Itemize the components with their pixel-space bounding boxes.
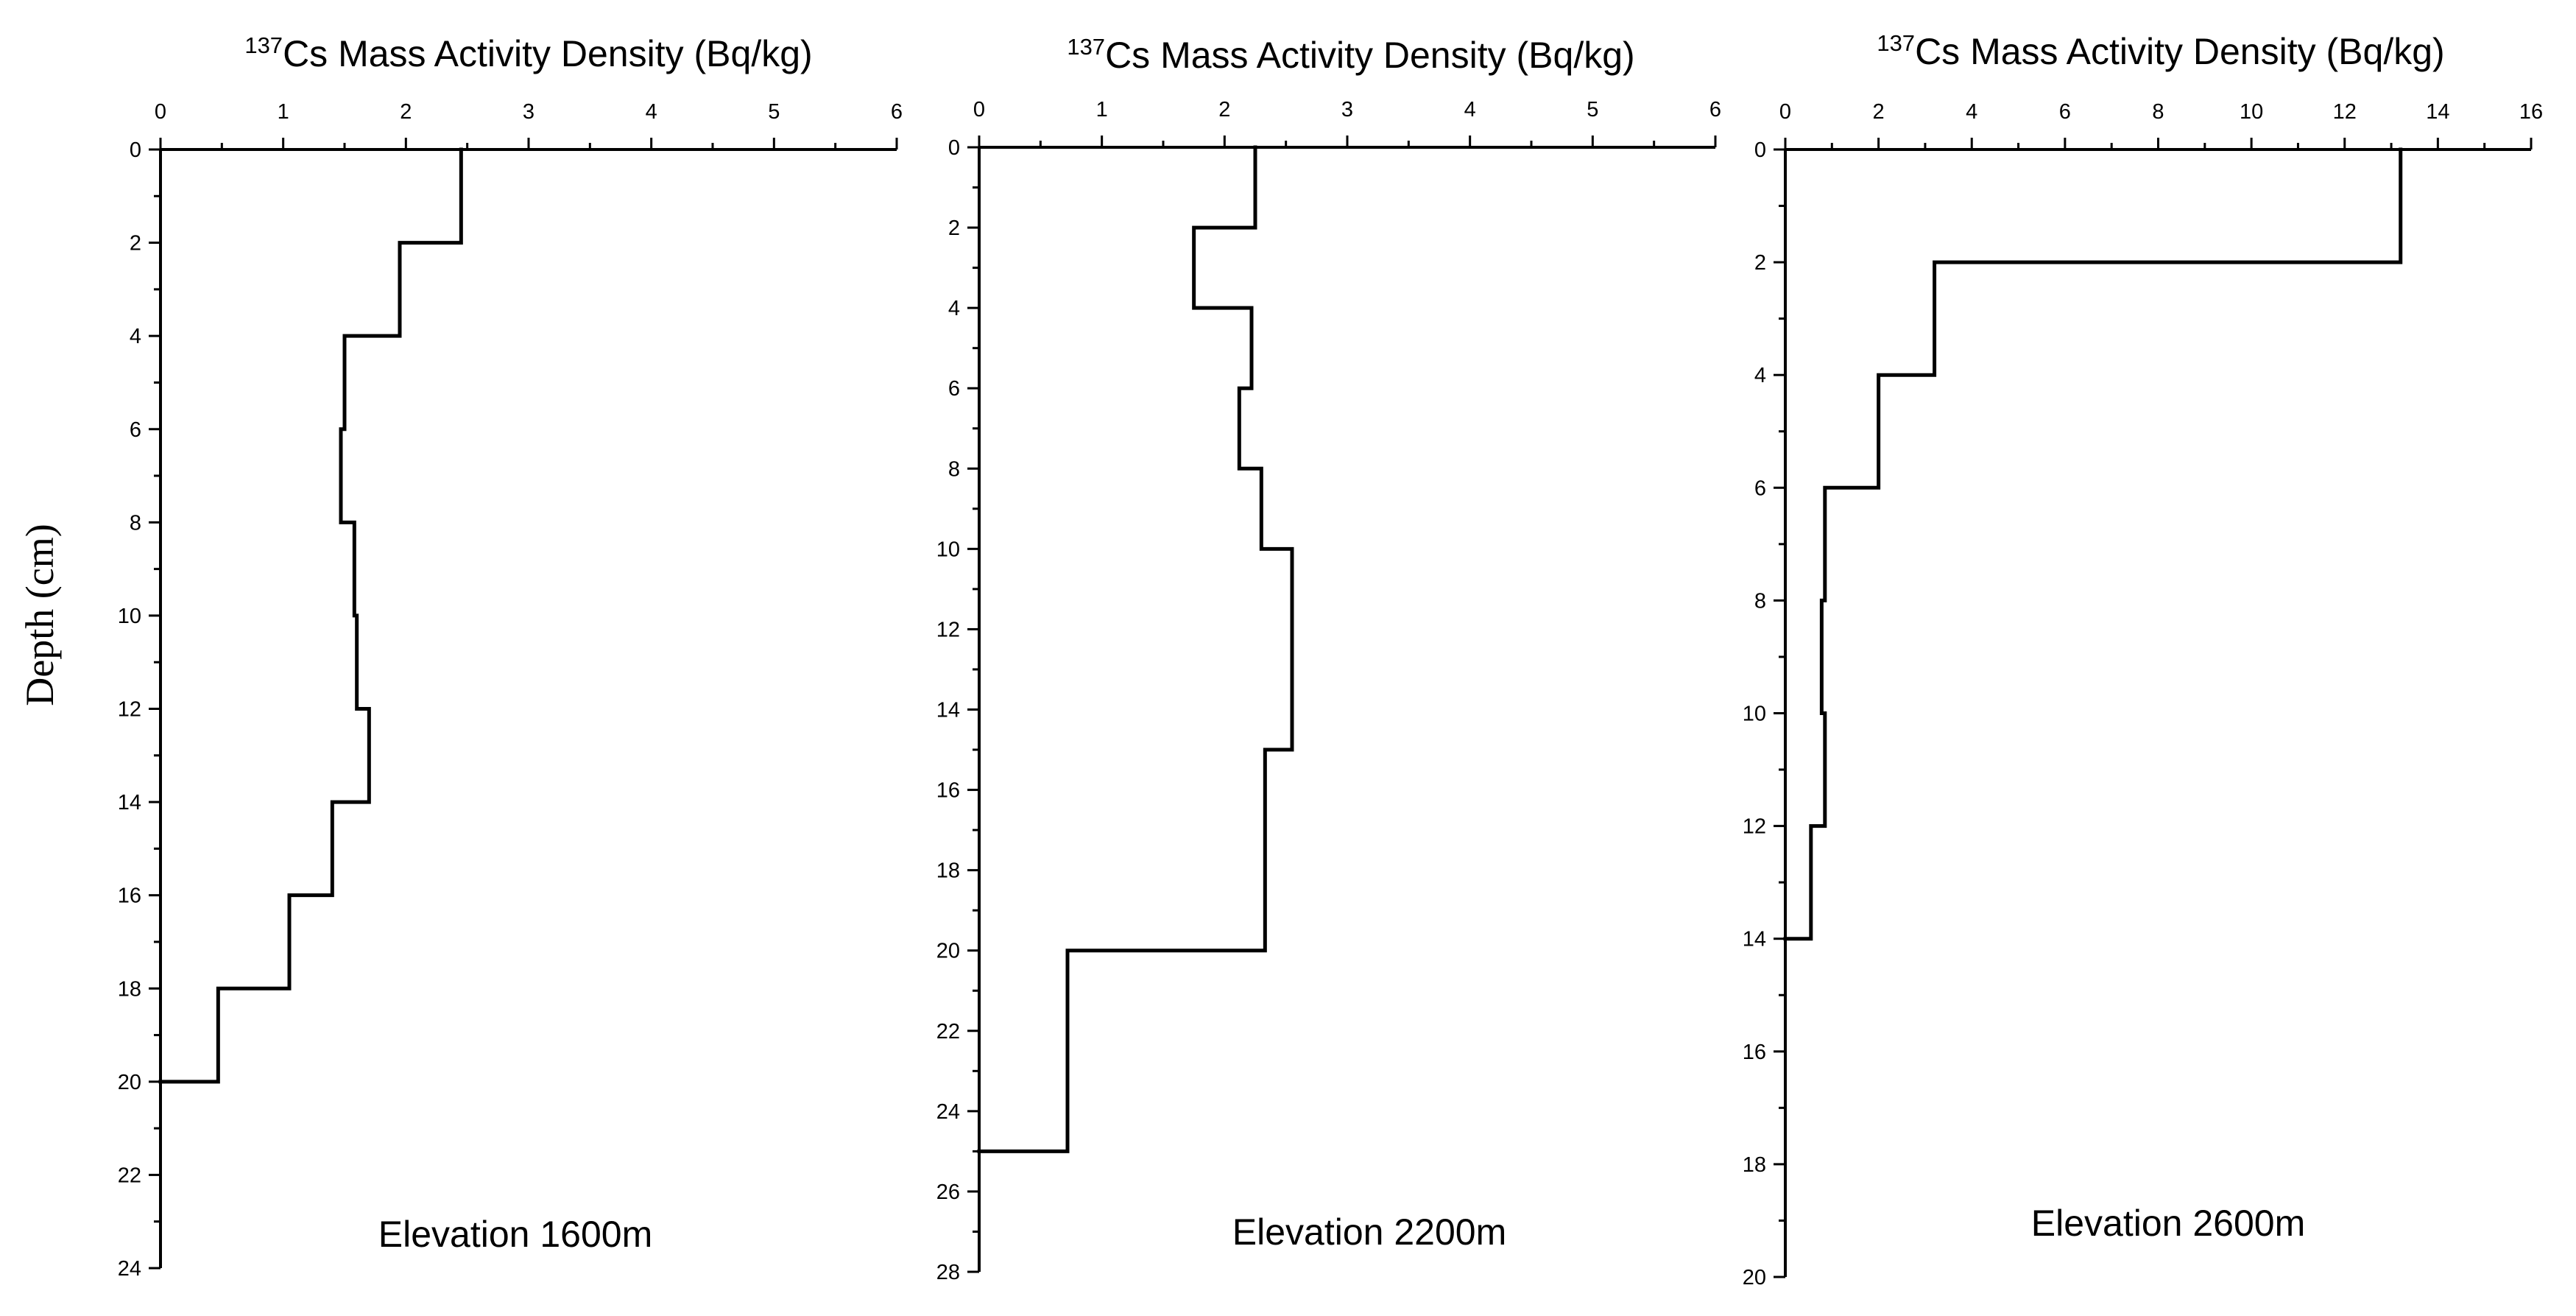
y-tick-label: 2 [948, 217, 960, 240]
title-main: Cs Mass Activity Density (Bq/kg) [1915, 31, 2445, 72]
y-tick-label: 28 [936, 1261, 960, 1284]
y-tick-label: 6 [1754, 476, 1766, 500]
y-tick-label: 12 [936, 618, 960, 641]
y-tick-label: 22 [118, 1164, 141, 1187]
x-tick-label: 0 [155, 100, 166, 124]
y-tick-label: 18 [1743, 1153, 1766, 1177]
y-tick-label: 12 [1743, 815, 1766, 839]
title-main: Cs Mass Activity Density (Bq/kg) [1105, 35, 1635, 76]
y-tick-label: 6 [130, 418, 141, 442]
panel-title: 137Cs Mass Activity Density (Bq/kg) [1877, 30, 2444, 72]
title-superscript: 137 [244, 32, 283, 58]
y-tick-label: 10 [118, 605, 141, 628]
y-tick-label: 26 [936, 1180, 960, 1204]
y-tick-label: 10 [1743, 703, 1766, 726]
x-tick-label: 12 [2333, 100, 2357, 124]
y-tick-label: 16 [1743, 1041, 1766, 1064]
y-tick-label: 2 [1754, 251, 1766, 275]
x-tick-label: 4 [1464, 98, 1476, 122]
activity-step-profile [158, 147, 463, 1084]
y-tick-label: 14 [1743, 928, 1766, 951]
activity-step-profile [977, 145, 1294, 1153]
x-tick-label: 3 [523, 100, 534, 124]
y-tick-label: 16 [118, 884, 141, 908]
x-tick-label: 1 [1096, 98, 1108, 122]
title-main: Cs Mass Activity Density (Bq/kg) [283, 33, 813, 74]
x-tick-label: 16 [2519, 100, 2543, 124]
x-tick-label: 2 [400, 100, 412, 124]
activity-step-profile [1783, 147, 2403, 941]
y-tick-label: 8 [130, 511, 141, 535]
y-axis-label: Depth (cm) [18, 524, 62, 705]
y-tick-label: 22 [936, 1020, 960, 1044]
y-tick-label: 0 [130, 138, 141, 162]
x-tick-label: 0 [1779, 100, 1791, 124]
y-tick-label: 24 [118, 1257, 141, 1281]
x-tick-label: 6 [2059, 100, 2071, 124]
y-tick-label: 14 [936, 699, 960, 722]
elevation-annotation: Elevation 2200m [1232, 1211, 1506, 1253]
y-tick-label: 20 [936, 940, 960, 963]
y-tick-label: 12 [118, 698, 141, 722]
x-tick-label: 0 [973, 98, 985, 122]
y-tick-label: 2 [130, 232, 141, 256]
x-tick-label: 4 [1966, 100, 1977, 124]
x-tick-label: 10 [2240, 100, 2263, 124]
y-tick-label: 4 [948, 297, 960, 320]
x-tick-label: 5 [768, 100, 780, 124]
elevation-annotation: Elevation 1600m [378, 1214, 652, 1255]
elevation-annotation: Elevation 2600m [2031, 1203, 2305, 1244]
x-tick-label: 1 [278, 100, 289, 124]
y-tick-label: 20 [118, 1071, 141, 1094]
title-superscript: 137 [1067, 34, 1105, 60]
y-tick-label: 24 [936, 1100, 960, 1124]
panel-title: 137Cs Mass Activity Density (Bq/kg) [244, 32, 812, 74]
y-tick-label: 20 [1743, 1266, 1766, 1289]
y-tick-label: 0 [948, 136, 960, 160]
panel-3: 137Cs Mass Activity Density (Bq/kg) 0 2 4 6 8… [1743, 30, 2543, 1289]
x-tick-label: 2 [1218, 98, 1230, 122]
x-tick-label: 14 [2426, 100, 2449, 124]
y-tick-label: 14 [118, 791, 141, 814]
x-tick-label: 8 [2152, 100, 2164, 124]
x-tick-label: 4 [646, 100, 657, 124]
y-tick-label: 8 [948, 457, 960, 481]
y-tick-label: 4 [130, 325, 141, 348]
panel-title: 137Cs Mass Activity Density (Bq/kg) [1067, 34, 1634, 76]
panel-1: 137Cs Mass Activity Density (Bq/kg)0 1 2 3 4… [118, 32, 903, 1281]
panel-2: 137Cs Mass Activity Density (Bq/kg)0 1 2 3 4… [936, 34, 1721, 1284]
y-tick-label: 0 [1754, 138, 1766, 162]
y-tick-label: 6 [948, 377, 960, 401]
x-tick-label: 6 [1709, 98, 1721, 122]
y-tick-label: 4 [1754, 364, 1766, 387]
y-tick-label: 18 [118, 977, 141, 1001]
x-tick-label: 5 [1587, 98, 1598, 122]
x-tick-label: 2 [1873, 100, 1885, 124]
x-tick-label: 6 [891, 100, 903, 124]
y-tick-label: 10 [936, 538, 960, 561]
y-tick-label: 16 [936, 779, 960, 803]
title-superscript: 137 [1877, 30, 1915, 56]
y-tick-label: 18 [936, 859, 960, 883]
y-tick-label: 8 [1754, 589, 1766, 613]
x-tick-label: 3 [1341, 98, 1353, 122]
